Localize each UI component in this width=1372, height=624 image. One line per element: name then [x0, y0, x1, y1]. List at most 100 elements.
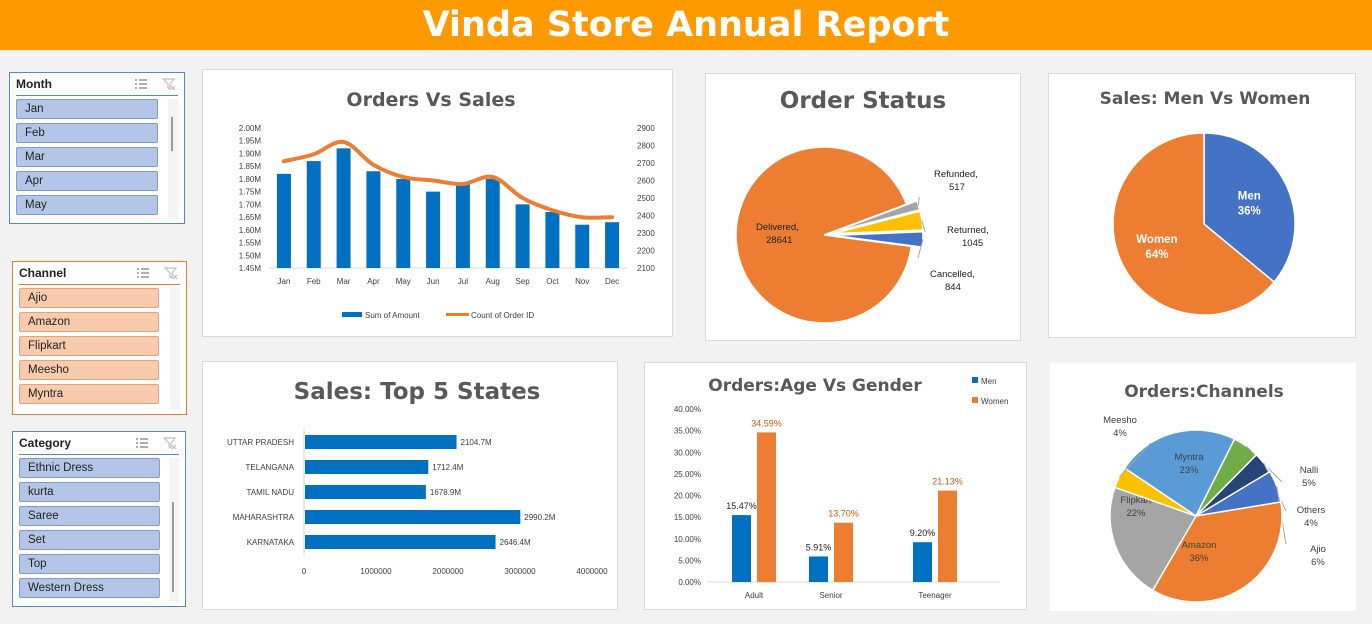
slicer-item-flipkart[interactable]: Flipkart	[19, 336, 159, 356]
clear-filter-icon[interactable]	[164, 266, 178, 280]
slice-refunded	[832, 199, 921, 234]
data-label-meesho-name: Meesho	[1103, 415, 1137, 426]
x-tick-label: Jan	[277, 277, 290, 286]
data-label-ajio-name: Ajio	[1310, 544, 1326, 555]
bar-jun	[426, 191, 441, 268]
chart-title: Sales: Men Vs Women	[1100, 89, 1311, 109]
data-label-flipkart-name: Flipkart	[1120, 495, 1152, 506]
order-status-panel: Order Status Delivered, 28641 Refunded, 517 R…	[705, 73, 1021, 341]
data-label-delivered-name: Delivered,	[756, 222, 799, 233]
bar-nov	[575, 224, 590, 268]
slicer-item-mar[interactable]: Mar	[16, 147, 158, 167]
data-label: 15.47%	[726, 501, 757, 511]
data-label-amazon-value: 36%	[1189, 553, 1209, 564]
bar-men-adult	[732, 515, 751, 582]
slicer-item-feb[interactable]: Feb	[16, 123, 158, 143]
multi-select-icon[interactable]	[136, 266, 150, 280]
sales-men-vs-women-panel: Sales: Men Vs Women Men 36% Women 64%	[1048, 73, 1356, 338]
data-label-nalli-value: 5%	[1302, 478, 1316, 489]
data-label-flipkart-value: 22%	[1126, 508, 1146, 519]
legend-label-men: Men	[981, 377, 997, 386]
slicer-item-set[interactable]: Set	[19, 530, 160, 550]
bar-men-teenager	[913, 542, 932, 582]
slice-men	[1203, 132, 1296, 284]
bar-sep	[515, 204, 530, 268]
slice-women	[1112, 132, 1276, 316]
orders-channels-chart: Orders:Channels Myntra 23% Nalli 5% Others 4% A…	[1103, 382, 1326, 603]
x-tick-label: 3000000	[504, 567, 536, 576]
orders-vs-sales-chart: Orders Vs Sales 1.45M 1.50M 1.55M 1.60M 1.65M…	[239, 89, 656, 320]
x-tick-label: 0	[302, 567, 307, 576]
y-tick-label: 1.50M	[239, 251, 262, 260]
x-tick-label: Teenager	[918, 591, 952, 600]
y-tick-label: 25.00%	[674, 470, 701, 479]
y-tick-label: 1.65M	[239, 213, 262, 222]
slicer-item-amazon[interactable]: Amazon	[19, 312, 159, 332]
slice-flipkart	[1109, 486, 1198, 592]
slicer-item-apr[interactable]: Apr	[16, 171, 158, 191]
clear-filter-icon[interactable]	[163, 436, 177, 450]
multi-select-icon[interactable]	[135, 436, 149, 450]
x-tick-label: Feb	[307, 277, 321, 286]
category-slicer-scrollbar[interactable]	[169, 458, 179, 602]
month-slicer-scrollbar[interactable]	[168, 99, 178, 219]
slicer-item-meesho[interactable]: Meesho	[19, 360, 159, 380]
data-label-delivered-value: 28641	[766, 235, 792, 246]
slicer-item-saree[interactable]: Saree	[19, 506, 160, 526]
legend-label-amount: Sum of Amount	[365, 311, 420, 320]
x-tick-label: Adult	[745, 591, 764, 600]
slicer-item-may[interactable]: May	[16, 195, 158, 215]
bar-jul	[455, 184, 470, 268]
slicer-item-myntra[interactable]: Myntra	[19, 384, 159, 404]
bar-mar	[336, 148, 351, 268]
data-label-men-value: 36%	[1238, 206, 1261, 218]
y-tick-label: 40.00%	[674, 405, 701, 414]
data-label: 9.20%	[910, 528, 936, 538]
channel-slicer-scrollbar[interactable]	[170, 288, 180, 410]
y2-tick-label: 2500	[637, 194, 655, 203]
chart-title: Orders:Age Vs Gender	[708, 376, 922, 396]
leader-line-returned	[921, 220, 926, 233]
slicer-item-ethnic-dress[interactable]: Ethnic Dress	[19, 458, 160, 478]
data-label-nalli-name: Nalli	[1300, 465, 1318, 476]
data-label: 34.59%	[751, 418, 782, 428]
bar-apr	[366, 171, 381, 268]
slicer-item-kurta[interactable]: kurta	[19, 482, 160, 502]
leader-line-cancelled	[917, 239, 924, 259]
bar-jan	[276, 173, 291, 268]
data-label-refunded-value: 517	[949, 182, 965, 193]
data-label: 21.13%	[932, 477, 963, 487]
data-label: 2990.2M	[524, 513, 555, 522]
slicer-item-top[interactable]: Top	[19, 554, 160, 574]
report-header: Vinda Store Annual Report	[0, 0, 1372, 50]
chart-title: Sales: Top 5 States	[294, 379, 541, 405]
month-slicer[interactable]: Month Jan Feb Mar Apr May	[9, 72, 185, 224]
leader-line-refunded	[917, 196, 920, 206]
age-vs-gender-panel: Orders:Age Vs Gender 0.00% 5.00% 10.00% 15.0…	[644, 362, 1027, 610]
slicer-item-western-dress[interactable]: Western Dress	[19, 578, 160, 598]
slice-myntra	[1123, 429, 1236, 518]
y-tick-label: 35.00%	[674, 427, 701, 436]
y-tick-label: 2.00M	[239, 124, 262, 133]
bar-maharashtra	[305, 510, 521, 524]
channel-slicer[interactable]: Channel Ajio Amazon Flipkart Meesho Mynt…	[12, 261, 187, 415]
y-tick-label: 0.00%	[678, 578, 701, 587]
category-slicer-title: Category	[19, 436, 72, 450]
slicer-item-ajio[interactable]: Ajio	[19, 288, 159, 308]
bar-women-teenager	[938, 490, 957, 582]
data-label: 1712.4M	[432, 463, 463, 472]
x-tick-label: 2000000	[432, 567, 464, 576]
slice-amazon	[1151, 501, 1283, 603]
x-tick-label: Dec	[605, 277, 619, 286]
bar-women-adult	[757, 432, 776, 582]
slice-cancelled	[832, 230, 924, 248]
x-tick-label: Jul	[458, 277, 468, 286]
x-tick-label: May	[396, 277, 411, 286]
slicer-item-jan[interactable]: Jan	[16, 99, 158, 119]
y-tick-label: 1.90M	[239, 149, 262, 158]
category-slicer[interactable]: Category Ethnic Dress kurta Saree Set To…	[12, 431, 186, 607]
clear-filter-icon[interactable]	[162, 77, 176, 91]
y-tick-label: 1.70M	[239, 200, 262, 209]
data-label-others-name: Others	[1297, 505, 1326, 516]
multi-select-icon[interactable]	[134, 77, 148, 91]
